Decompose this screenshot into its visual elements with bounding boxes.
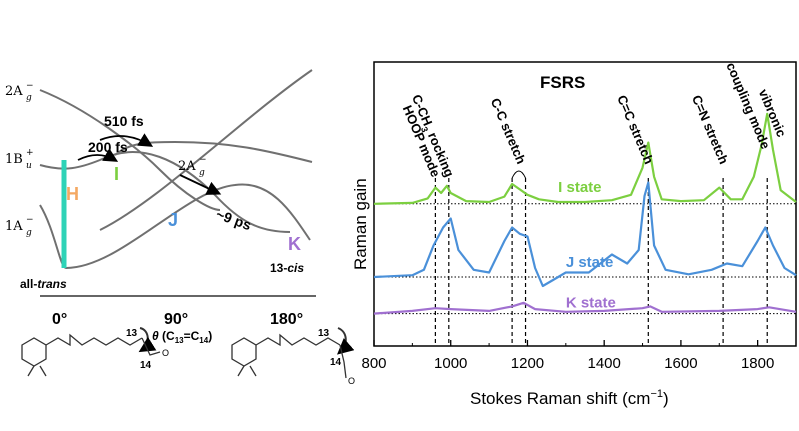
intermediate-K: K bbox=[288, 234, 301, 254]
baselines bbox=[374, 203, 796, 315]
molecule2-c13: 13 bbox=[318, 328, 330, 339]
svg-text:−: − bbox=[26, 215, 34, 225]
arrow-200fs bbox=[77, 148, 119, 162]
svg-text:−: − bbox=[199, 155, 207, 165]
chart-title: FSRS bbox=[540, 73, 585, 92]
svg-text:g: g bbox=[199, 168, 205, 178]
arrow-510fs bbox=[99, 133, 154, 147]
time-200fs: 200 fs bbox=[88, 139, 128, 155]
x-tick-label: 800 bbox=[361, 355, 386, 372]
x-tick-label: 1400 bbox=[587, 355, 620, 372]
spectrum-j-state bbox=[373, 181, 797, 288]
cc-stretch-bracket bbox=[511, 170, 526, 179]
mode-label: C-C stretch bbox=[488, 96, 529, 166]
excited-state-curve-2ag bbox=[39, 89, 221, 211]
crossing-curve bbox=[99, 69, 313, 231]
mode-markers bbox=[434, 170, 768, 346]
molecule2-oxygen: O bbox=[348, 376, 355, 386]
molecule1-c14: 14 bbox=[140, 360, 152, 371]
fsrs-panel: FSRS Raman gain Stokes Raman shift (cm−1… bbox=[351, 60, 797, 408]
svg-text:1B: 1B bbox=[5, 152, 23, 167]
intermediate-I: I bbox=[114, 164, 119, 184]
svg-text:+: + bbox=[26, 148, 34, 158]
spectrum-i-state bbox=[373, 112, 797, 205]
series-label-i-state: I state bbox=[558, 179, 601, 196]
all-trans-label: all-trans bbox=[20, 277, 67, 291]
mode-label: C=N stretch bbox=[689, 93, 731, 166]
series-label-k-state: K state bbox=[566, 295, 616, 312]
x-ticks: 800 1000 1200 1400 1600 1800 bbox=[361, 340, 774, 372]
x-tick-label: 1600 bbox=[664, 355, 697, 372]
ground-state-curve bbox=[39, 183, 311, 270]
x-tick-label: 1000 bbox=[434, 355, 467, 372]
molecule-all-trans bbox=[21, 327, 161, 377]
svg-text:−: − bbox=[26, 81, 34, 91]
x-axis-label: Stokes Raman shift (cm−1) bbox=[470, 388, 669, 408]
pes-x-axis-label: θ (C13=C14) bbox=[152, 329, 212, 345]
state-label-1bu: 1B + u bbox=[5, 148, 34, 171]
pes-panel: 2A − g 1B + u 1A − g 2A − g 200 fs 510 f… bbox=[5, 69, 355, 386]
time-9ps: ~9 ps bbox=[214, 206, 254, 233]
excited-state-curve-1bu bbox=[39, 151, 291, 233]
13-cis-label: 13-cis bbox=[270, 261, 304, 275]
svg-text:g: g bbox=[26, 228, 32, 238]
spectra bbox=[373, 112, 797, 315]
excited-state-curve-upper bbox=[114, 140, 313, 163]
x-tick-label: 1200 bbox=[511, 355, 544, 372]
tick-180deg: 180° bbox=[270, 311, 303, 328]
x-tick-label: 1800 bbox=[741, 355, 774, 372]
state-label-1ag: 1A − g bbox=[5, 215, 34, 238]
series-labels: I state J state K state bbox=[558, 179, 616, 312]
time-510fs: 510 fs bbox=[104, 113, 144, 129]
series-label-j-state: J state bbox=[566, 254, 614, 271]
svg-text:u: u bbox=[26, 161, 32, 171]
intermediate-J: J bbox=[168, 210, 178, 230]
arrow-9ps bbox=[179, 174, 222, 195]
svg-text:g: g bbox=[26, 93, 32, 103]
svg-text:2A: 2A bbox=[5, 84, 23, 99]
intermediate-H: H bbox=[66, 184, 79, 204]
molecule1-c13: 13 bbox=[126, 328, 138, 339]
state-label-mid-2ag: 2A − g bbox=[178, 155, 207, 178]
mode-label: C=C stretch bbox=[614, 93, 656, 166]
molecule2-c14: 14 bbox=[330, 357, 342, 368]
y-axis-label: Raman gain bbox=[351, 178, 370, 270]
svg-text:1A: 1A bbox=[5, 219, 23, 234]
state-label-2ag: 2A − g bbox=[5, 81, 34, 103]
molecule1-oxygen: O bbox=[162, 348, 169, 358]
tick-90deg: 90° bbox=[164, 311, 188, 328]
molecule-13-cis bbox=[231, 327, 355, 379]
svg-text:2A: 2A bbox=[178, 159, 196, 174]
tick-0deg: 0° bbox=[52, 311, 67, 328]
spectrum-k-state bbox=[373, 301, 797, 315]
